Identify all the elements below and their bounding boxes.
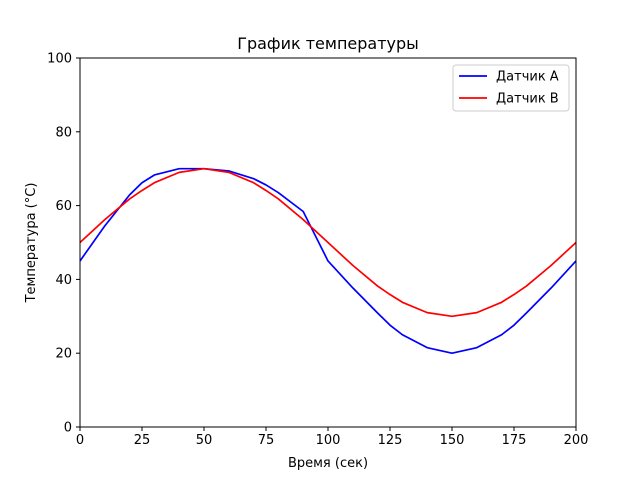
y-tick-label: 20 bbox=[55, 347, 72, 362]
legend-label: Датчик A bbox=[496, 70, 559, 85]
legend-label: Датчик B bbox=[496, 92, 559, 107]
y-axis-label: Температура (°C) bbox=[24, 183, 39, 304]
plot-content bbox=[79, 167, 577, 355]
x-tick-label: 200 bbox=[564, 433, 589, 448]
x-tick-label: 50 bbox=[196, 433, 213, 448]
x-tick-label: 0 bbox=[76, 433, 84, 448]
x-tick-label: 100 bbox=[316, 433, 341, 448]
legend: Датчик A Датчик B bbox=[452, 64, 570, 112]
x-tick-label: 175 bbox=[502, 433, 527, 448]
x-tick-label: 75 bbox=[258, 433, 275, 448]
y-tick-label: 0 bbox=[64, 421, 72, 436]
y-tick-label: 100 bbox=[47, 52, 72, 67]
chart-title: График температуры bbox=[237, 34, 419, 53]
x-tick-label: 25 bbox=[134, 433, 151, 448]
y-tick-label: 80 bbox=[55, 125, 72, 140]
series-line-2 bbox=[79, 167, 577, 318]
x-axis-label: Время (сек) bbox=[288, 456, 368, 471]
y-axis: 0 20 40 60 80 100 bbox=[47, 52, 80, 436]
y-tick-label: 40 bbox=[55, 273, 72, 288]
x-tick-label: 125 bbox=[378, 433, 403, 448]
x-tick-label: 150 bbox=[440, 433, 465, 448]
x-axis: 0 25 50 75 100 125 150 175 200 bbox=[76, 427, 589, 448]
series-line-1 bbox=[79, 167, 577, 355]
y-tick-label: 60 bbox=[55, 199, 72, 214]
